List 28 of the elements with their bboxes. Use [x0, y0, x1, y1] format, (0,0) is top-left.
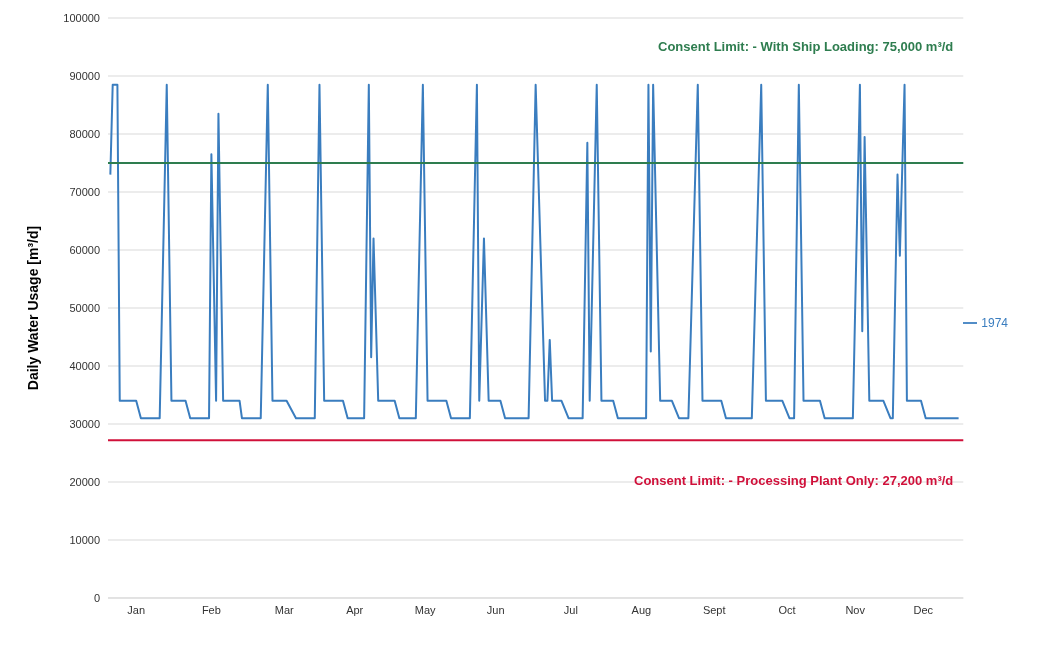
y-tick-label: 90000	[69, 69, 100, 82]
x-tick-label: May	[414, 603, 437, 616]
y-tick-label: 50000	[69, 301, 100, 314]
x-tick-label: Dec	[913, 603, 934, 616]
x-tick-label: Oct	[778, 603, 796, 616]
line-series	[109, 83, 960, 420]
y-tick-label: 60000	[69, 243, 100, 256]
x-tick-label: Sept	[702, 603, 726, 616]
y-tick-label: 10000	[69, 533, 100, 546]
y-tick-label: 70000	[69, 185, 100, 198]
y-tick-label: 30000	[69, 417, 100, 430]
y-tick-label: 80000	[69, 127, 100, 140]
x-tick-label: Jul	[563, 603, 578, 616]
y-tick-label: 20000	[69, 475, 100, 488]
x-tick-label: Feb	[201, 603, 221, 616]
x-tick-label: Mar	[274, 603, 295, 616]
x-tick-label: Aug	[631, 603, 652, 616]
x-tick-label: Jun	[486, 603, 505, 616]
y-axis-title: Daily Water Usage [m³/d]	[24, 225, 41, 391]
x-tick-label: Jan	[127, 603, 146, 616]
x-tick-label: Apr	[346, 603, 364, 616]
ref-line-label: Consent Limit: - With Ship Loading: 75,000 m³/d	[658, 39, 954, 54]
y-tick-label: 40000	[69, 359, 100, 372]
y-tick-label: 0	[93, 591, 100, 604]
legend-label: 1974	[981, 315, 1008, 330]
y-tick-label: 100000	[63, 11, 100, 24]
ref-line-label: Consent Limit: - Processing Plant Only: 27,200 m³/d	[634, 473, 954, 489]
x-tick-label: Nov	[845, 603, 866, 616]
